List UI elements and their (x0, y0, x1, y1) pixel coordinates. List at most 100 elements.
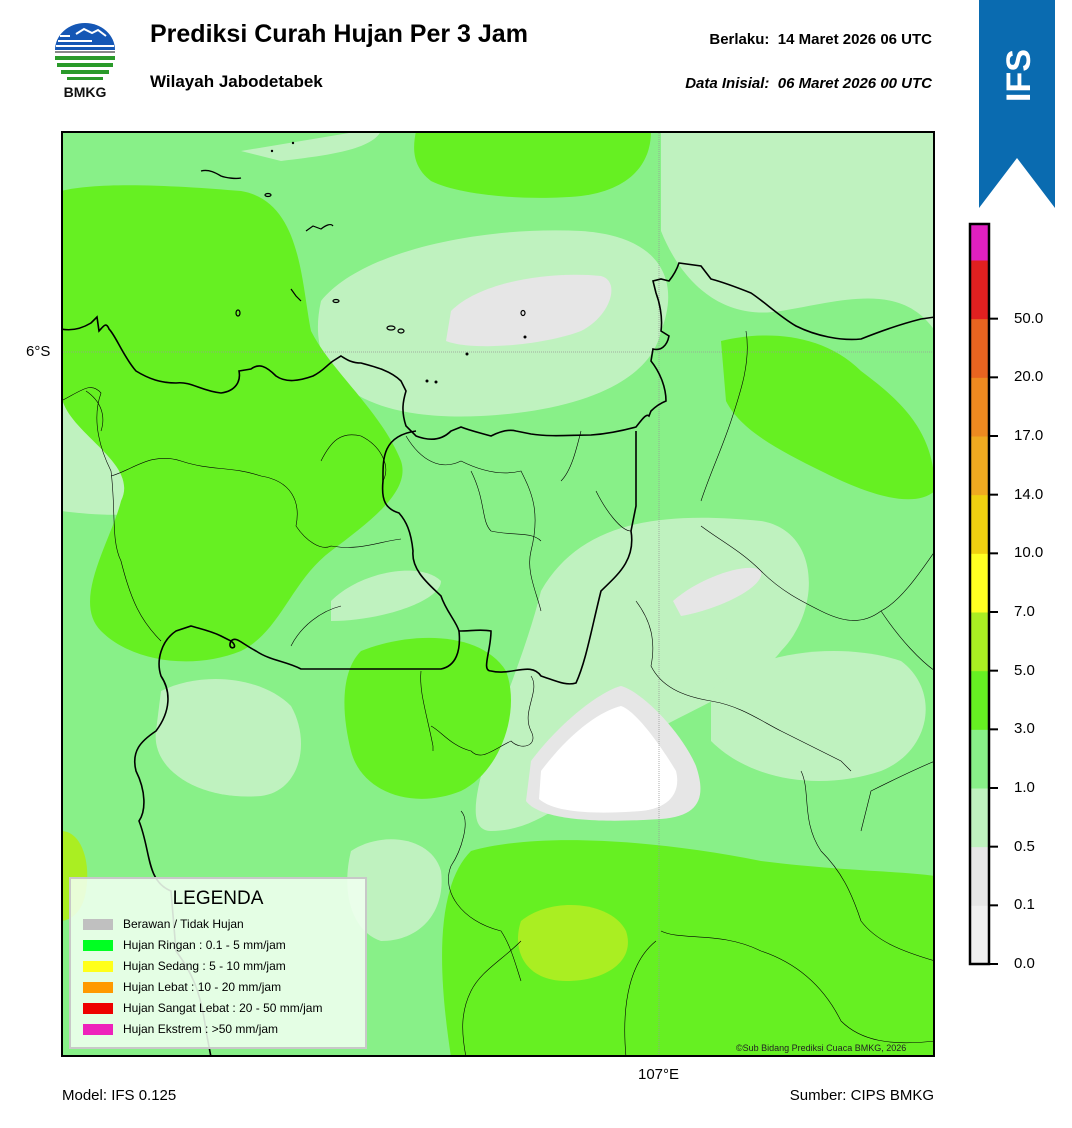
legend-item: Hujan Ringan : 0.1 - 5 mm/jam (83, 938, 286, 952)
bmkg-logo: BMKG (55, 23, 115, 100)
model-label: Model: IFS 0.125 (62, 1087, 177, 1104)
island-13 (434, 380, 438, 384)
valid-label: Berlaku: (709, 31, 770, 48)
copyright-text: ©Sub Bidang Prediksi Cuaca BMKG, 2026 (736, 1043, 907, 1053)
colorbar-band (970, 788, 989, 848)
colorbar (968, 222, 998, 966)
colorbar-band (970, 377, 989, 437)
island-12 (425, 379, 429, 383)
legend-title: LEGENDA (172, 888, 264, 909)
page-subtitle: Wilayah Jabodetabek (150, 72, 323, 91)
latitude-label: 6°S (26, 343, 51, 360)
colorbar-frame (968, 222, 991, 966)
legend-label: Hujan Lebat : 10 - 20 mm/jam (123, 980, 282, 994)
init-value: 06 Maret 2026 00 UTC (777, 75, 932, 92)
rainfall-map (61, 131, 935, 1057)
colorbar-band (970, 612, 989, 672)
bright-zone-north (414, 131, 651, 198)
bright-zone-south (442, 840, 935, 1057)
page-title: Prediksi Curah Hujan Per 3 Jam (150, 20, 528, 48)
colorbar-tick-label: 10.0 (1014, 544, 1044, 562)
island-2 (264, 192, 272, 198)
colorbar-band (970, 846, 989, 906)
colorbar-band (970, 224, 989, 261)
clear-zone-south (539, 706, 678, 813)
colorbar-ticks (989, 317, 998, 965)
colorbar-tick-label: 14.0 (1014, 485, 1044, 503)
island-9 (520, 309, 526, 317)
colorbar-tick-label: 5.0 (1014, 661, 1035, 679)
legend-item: Hujan Sedang : 5 - 10 mm/jam (83, 959, 286, 973)
colorbar-tick-label: 17.0 (1014, 427, 1044, 444)
legend-label: Hujan Ringan : 0.1 - 5 mm/jam (123, 938, 286, 952)
island-11 (465, 352, 469, 356)
colorbar-band (970, 260, 989, 320)
legend-swatch (83, 981, 113, 993)
pale-zone-top (241, 131, 381, 161)
valid-time: Berlaku: 14 Maret 2026 06 UTC (709, 31, 932, 48)
province-border-east (381, 430, 637, 685)
legend-label: Hujan Sedang : 5 - 10 mm/jam (123, 959, 286, 973)
island-5 (332, 298, 340, 304)
legend-swatch (83, 1023, 113, 1035)
ifs-ribbon: IFS (979, 0, 1055, 208)
colorbar-band (970, 553, 989, 613)
province-border-west (134, 625, 461, 1057)
district-borders (61, 330, 935, 1057)
colorbar-band (970, 905, 989, 965)
source-label: Sumber: CIPS BMKG (789, 1087, 934, 1104)
legend-label: Berawan / Tidak Hujan (123, 917, 244, 931)
island-8 (397, 328, 405, 334)
colorbar-tick-label: 50.0 (1014, 309, 1044, 327)
legend-item: Berawan / Tidak Hujan (83, 917, 244, 931)
island-7 (386, 325, 396, 331)
island-1 (200, 169, 242, 180)
island-14 (270, 149, 274, 153)
ifs-badge-text: IFS (1000, 49, 1038, 102)
colorbar-bands (970, 224, 989, 965)
island-10 (523, 335, 527, 339)
colorbar-tick-label: 20.0 (1014, 368, 1044, 386)
bright-zone-west (61, 185, 403, 662)
island-15 (291, 141, 295, 145)
colorbar-tick-label: 0.0 (1014, 955, 1035, 972)
pale-zone-sw (155, 679, 301, 797)
pale-zone-center (331, 570, 441, 621)
colorbar-tick-label: 0.1 (1014, 896, 1035, 914)
no-rain-zone-bay (446, 274, 612, 347)
pale-zone-ssw (347, 839, 442, 941)
yellowish-zone-south (518, 904, 628, 981)
coastline (61, 262, 935, 441)
colorbar-tick-label: 1.0 (1014, 779, 1035, 796)
legend-label: Hujan Sangat Lebat : 20 - 50 mm/jam (123, 1001, 323, 1015)
legend-item: Hujan Lebat : 10 - 20 mm/jam (83, 980, 281, 994)
legend-item: Hujan Sangat Lebat : 20 - 50 mm/jam (83, 1001, 322, 1015)
valid-value: 14 Maret 2026 06 UTC (777, 31, 932, 48)
pale-zone-ne (661, 131, 935, 331)
bright-zone-center-south (344, 637, 511, 799)
pale-zone-se (711, 651, 926, 781)
legend-swatch (83, 960, 113, 972)
init-label: Data Inisial: (685, 75, 770, 92)
legend-label: Hujan Ekstrem : >50 mm/jam (123, 1022, 279, 1036)
map-frame (61, 131, 935, 1057)
colorbar-tick-label: 3.0 (1014, 720, 1035, 738)
island-6 (235, 309, 241, 317)
colorbar-band (970, 670, 989, 730)
colorbar-band (970, 729, 989, 789)
colorbar-band (970, 436, 989, 496)
legend-item: Hujan Ekstrem : >50 mm/jam (83, 1022, 278, 1036)
logo-text: BMKG (64, 84, 107, 100)
colorbar-band (970, 494, 989, 554)
bright-zone-east (721, 335, 935, 500)
legend-swatch (83, 939, 113, 951)
colorbar-band (970, 318, 989, 378)
colorbar-tick-label: 0.5 (1014, 837, 1035, 855)
no-rain-zone-east (673, 567, 762, 616)
colorbar-tick-label: 7.0 (1014, 603, 1035, 620)
longitude-label: 107°E (638, 1066, 680, 1083)
island-3 (305, 223, 334, 232)
legend: LEGENDA Berawan / Tidak Hujan Hujan Ring… (69, 877, 367, 1049)
island-4 (290, 288, 302, 302)
legend-swatch (83, 918, 113, 930)
